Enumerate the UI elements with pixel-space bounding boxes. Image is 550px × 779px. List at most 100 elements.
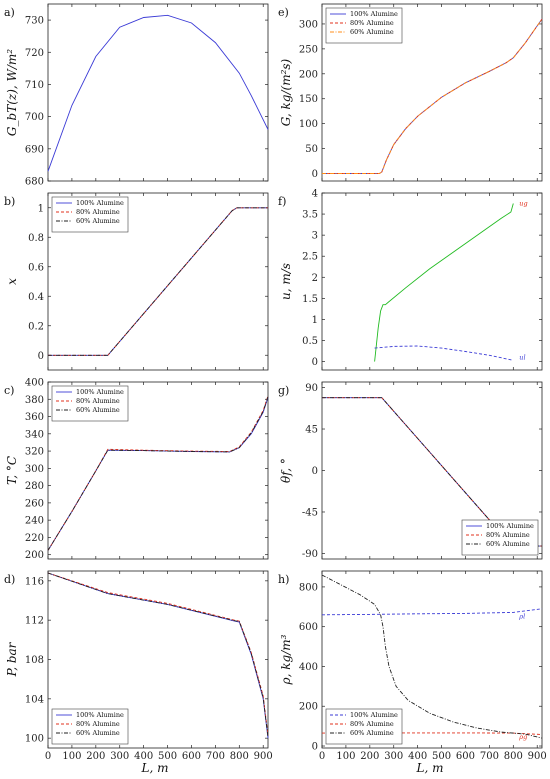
panel-label-d: d)	[4, 573, 15, 586]
legend-entry: 100% Alumine	[350, 10, 398, 18]
xtick-label: 700	[206, 751, 225, 762]
legend-entry: 100% Alumine	[76, 199, 124, 207]
legend-entry: 60% Alumine	[486, 540, 530, 548]
ytick-label: 690	[25, 144, 44, 155]
ytick-label: 730	[25, 16, 44, 27]
xtick-label: 600	[456, 751, 475, 762]
ytick-label: 700	[25, 112, 44, 123]
ytick-label: 710	[25, 80, 44, 91]
ytick-label: 240	[25, 516, 44, 527]
legend-entry: 100% Alumine	[486, 522, 534, 530]
legend-box	[325, 708, 403, 745]
legend-entry: 100% Alumine	[350, 711, 398, 719]
xtick-label: 0	[319, 751, 325, 762]
series-line-f-0	[374, 203, 514, 362]
ytick-label: 300	[299, 19, 318, 30]
ytick-label: 200	[25, 550, 44, 561]
ytick-label: 0	[312, 169, 318, 180]
legend-entry: 100% Alumine	[76, 711, 124, 719]
panel-label-g: g)	[278, 384, 289, 397]
ytick-label: 108	[25, 655, 44, 666]
y-axis-label-d: P, bar	[5, 641, 19, 677]
ytick-label: 112	[25, 616, 44, 627]
y-axis-label-g: θf, °	[279, 458, 293, 483]
legend-entry: 80% Alumine	[76, 397, 120, 405]
x-axis-label-right: L, m	[416, 761, 444, 775]
plot-frame-e	[321, 3, 543, 182]
series-line-d-1	[47, 572, 269, 736]
ytick-label: 400	[299, 662, 318, 673]
xtick-label: 200	[86, 751, 105, 762]
series-line-f-1	[374, 345, 514, 361]
xtick-label: 800	[504, 751, 523, 762]
ytick-label: 260	[25, 498, 44, 509]
y-axis-label-f: u, m/s	[279, 263, 293, 300]
legend-entry: 60% Alumine	[350, 729, 394, 737]
ytick-label: 100	[299, 119, 318, 130]
ytick-label: 280	[25, 481, 44, 492]
ytick-label: -90	[302, 549, 318, 560]
ytick-label: 3.5	[302, 210, 318, 221]
legend-entry: 60% Alumine	[76, 406, 120, 414]
ytick-label: 150	[299, 94, 318, 105]
ytick-label: 45	[305, 425, 318, 436]
annotation: ug	[519, 200, 527, 208]
legend-entry: 80% Alumine	[350, 720, 394, 728]
series-line-a-0	[47, 14, 269, 172]
panel-label-c: c)	[4, 384, 14, 397]
xtick-label: 300	[110, 751, 129, 762]
ytick-label: 116	[25, 576, 44, 587]
panel-label-e: e)	[278, 6, 289, 19]
xtick-label: 900	[528, 751, 547, 762]
ytick-label: 3	[312, 231, 318, 242]
legend-entry: 60% Alumine	[350, 28, 394, 36]
ytick-label: 0.4	[28, 292, 44, 303]
xtick-label: 100	[336, 751, 355, 762]
ytick-label: 200	[299, 702, 318, 713]
ytick-label: 100	[25, 734, 44, 745]
ytick-label: 104	[25, 694, 44, 705]
ytick-label: 340	[25, 429, 44, 440]
annotation: ρg	[518, 733, 527, 741]
legend-entry: 80% Alumine	[486, 531, 530, 539]
xtick-label: 300	[384, 751, 403, 762]
panel-h: h) 0 200 400 600 800 0 100 200 300 400 500 600 700 800…	[278, 570, 547, 762]
xtick-label: 700	[480, 751, 499, 762]
x-axis-label-left: L, m	[141, 761, 169, 775]
panel-label-h: h)	[278, 573, 289, 586]
ytick-label: 300	[25, 464, 44, 475]
ytick-label: 0	[312, 357, 318, 368]
xtick-label: 400	[408, 751, 427, 762]
xtick-label: 600	[182, 751, 201, 762]
ytick-label: 1	[312, 315, 318, 326]
series-line-h-2	[321, 574, 543, 739]
ytick-label: 0	[312, 466, 318, 477]
legend-entry: 80% Alumine	[350, 19, 394, 27]
ytick-label: 4	[312, 189, 318, 200]
ytick-label: 360	[25, 412, 44, 423]
annotation: ρl	[518, 613, 525, 621]
ytick-label: 1.5	[302, 294, 318, 305]
ytick-label: 200	[299, 69, 318, 80]
ytick-label: 680	[25, 177, 44, 188]
plot-frame-h	[321, 570, 543, 749]
plot-frame-c	[47, 381, 269, 560]
panel-label-a: a)	[4, 6, 15, 19]
xtick-label: 100	[62, 751, 81, 762]
series-line-h-0	[321, 608, 543, 616]
ytick-label: 400	[25, 378, 44, 389]
ytick-label: 720	[25, 48, 44, 59]
ytick-label: 2	[312, 273, 318, 284]
legend-entry: 100% Alumine	[76, 388, 124, 396]
ytick-label: 250	[299, 44, 318, 55]
ytick-label: 0	[312, 742, 318, 753]
plot-frame-b	[47, 192, 269, 371]
ytick-label: 220	[25, 533, 44, 544]
